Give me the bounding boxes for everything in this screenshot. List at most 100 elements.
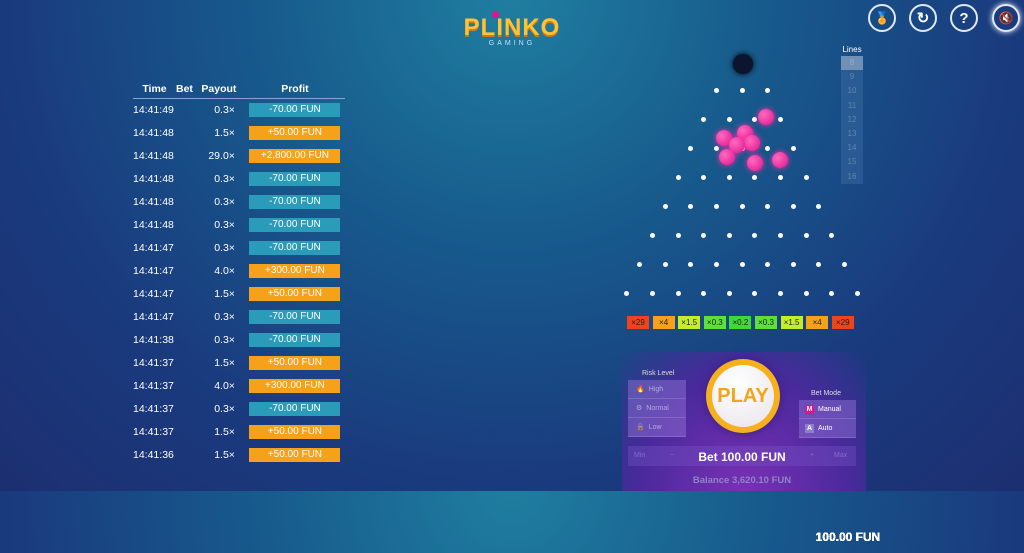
peg <box>829 291 835 297</box>
profit-badge: +50.00 FUN <box>249 125 341 140</box>
time-cell: 14:41:47 <box>133 264 174 277</box>
profit-badge: -70.00 FUN <box>249 171 341 186</box>
peg <box>790 203 796 209</box>
bet-cell: 100.00 FUN <box>815 530 881 544</box>
profit-badge: -70.00 FUN <box>249 309 341 324</box>
time-cell: 14:41:48 <box>133 126 174 139</box>
peg <box>726 233 732 238</box>
multiplier-slot: ×0.2 <box>729 316 752 329</box>
bet-mode-label: Bet Mode <box>811 390 841 397</box>
table-row: 14:41:37 100.00 FUN 1.5× +50.00 FUN <box>133 420 880 544</box>
peg <box>803 291 809 297</box>
lines-option-11[interactable]: 11 <box>841 98 863 113</box>
mute-button[interactable]: 🔇 <box>992 4 1020 32</box>
peg <box>713 262 719 268</box>
peg <box>675 233 681 238</box>
peg <box>726 174 732 180</box>
table-row: 14:41:37 100.00 FUN 4.0× +300.00 FUN <box>133 374 880 544</box>
bet-mode-manual[interactable]: M Manual <box>799 400 856 419</box>
achievements-button[interactable]: 🏅 <box>868 4 896 32</box>
lines-option-10[interactable]: 10 <box>841 84 863 99</box>
time-cell: 14:41:36 <box>133 448 174 461</box>
peg <box>739 203 745 209</box>
profit-badge: -70.00 FUN <box>249 401 341 416</box>
table-row: 14:41:48 100.00 FUN 0.3× -70.00 FUN <box>133 190 880 544</box>
profit-cell: -70.00 FUN <box>245 236 345 259</box>
plinko-ball <box>744 135 760 151</box>
help-button[interactable]: ? <box>950 4 978 32</box>
col-payout: Payout <box>192 80 245 99</box>
peg <box>637 262 643 268</box>
peg <box>713 145 719 151</box>
payout-cell: 1.5× <box>214 448 235 461</box>
lines-option-16[interactable]: 16 <box>841 169 863 184</box>
profit-cell: +50.00 FUN <box>245 420 345 443</box>
risk-option-normal[interactable]: ⚙ Normal <box>628 399 686 418</box>
bet-mode-auto[interactable]: A Auto <box>799 419 856 438</box>
peg <box>854 291 860 297</box>
lines-option-8[interactable]: 8 <box>841 56 863 71</box>
profit-cell: -70.00 FUN <box>245 328 345 351</box>
profit-cell: -70.00 FUN <box>245 213 345 236</box>
gear-icon: ⚙ <box>636 405 643 412</box>
decrease-bet-button[interactable]: − <box>670 452 675 459</box>
peg <box>752 233 758 238</box>
peg <box>662 203 668 209</box>
plinko-ball <box>729 137 745 153</box>
time-cell: 14:41:48 <box>133 218 174 231</box>
table-row: 14:41:48 100.00 FUN 1.5× +50.00 FUN <box>133 121 880 544</box>
payout-cell: 0.3× <box>214 172 235 185</box>
profit-cell: +50.00 FUN <box>245 282 345 305</box>
lines-option-12[interactable]: 12 <box>841 112 863 127</box>
payout-cell: 0.3× <box>214 333 235 346</box>
multiplier-slot: ×29 <box>627 316 649 329</box>
payout-cell: 0.3× <box>214 241 235 254</box>
profit-cell: -70.00 FUN <box>245 305 345 328</box>
lines-label: Lines <box>842 45 862 54</box>
profit-cell: -70.00 FUN <box>245 167 345 190</box>
plinko-logo: PLINKO GAMING <box>462 11 562 47</box>
history-button[interactable]: ↻ <box>909 4 937 32</box>
table-row: 14:41:48 100.00 FUN 0.3× -70.00 FUN <box>133 167 880 544</box>
min-button[interactable]: Min <box>634 452 646 459</box>
lock-icon: 🔒 <box>636 424 645 431</box>
lines-option-15[interactable]: 15 <box>841 155 863 170</box>
payout-cell: 4.0× <box>214 379 235 392</box>
plinko-ball <box>716 130 732 146</box>
multiplier-slot: ×4 <box>652 316 675 329</box>
profit-cell: +300.00 FUN <box>245 374 345 397</box>
lines-option-9[interactable]: 9 <box>841 70 863 85</box>
table-row: 14:41:47 100.00 FUN 1.5× +50.00 FUN <box>133 282 880 544</box>
table-row: 14:41:36 100.00 FUN 1.5× +50.00 FUN <box>133 443 880 544</box>
time-cell: 14:41:37 <box>133 379 174 392</box>
lines-option-13[interactable]: 13 <box>841 126 863 142</box>
lines-selector: Lines 8 9 10 11 12 13 14 15 16 <box>841 45 863 184</box>
profit-badge: +300.00 FUN <box>249 378 341 393</box>
risk-option-high[interactable]: 🔥 High <box>628 380 686 399</box>
payout-cell: 1.5× <box>214 287 235 300</box>
peg <box>790 145 796 151</box>
peg <box>816 203 822 209</box>
profit-cell: -70.00 FUN <box>245 397 345 420</box>
profit-badge: +50.00 FUN <box>249 424 341 439</box>
profit-badge: +50.00 FUN <box>249 286 341 301</box>
increase-bet-button[interactable]: + <box>810 452 815 459</box>
payout-cell: 0.3× <box>214 195 235 208</box>
peg <box>765 145 771 151</box>
peg <box>688 262 694 268</box>
table-row: 14:41:38 100.00 FUN 0.3× -70.00 FUN <box>133 328 880 544</box>
peg <box>816 262 822 268</box>
peg <box>803 233 809 238</box>
play-button[interactable]: PLAY <box>706 359 780 433</box>
max-button[interactable]: Max <box>834 452 848 459</box>
peg <box>713 203 719 209</box>
profit-cell: +50.00 FUN <box>245 351 345 374</box>
risk-option-low[interactable]: 🔒 Low <box>628 418 686 437</box>
profit-cell: +50.00 FUN <box>245 443 345 466</box>
payout-cell: 0.3× <box>214 218 235 231</box>
peg <box>829 233 835 238</box>
profit-cell: +300.00 FUN <box>245 259 345 282</box>
multiplier-slot: ×1.5 <box>678 316 701 329</box>
bet-mode-label: Manual <box>818 406 841 413</box>
lines-option-14[interactable]: 14 <box>841 141 863 156</box>
